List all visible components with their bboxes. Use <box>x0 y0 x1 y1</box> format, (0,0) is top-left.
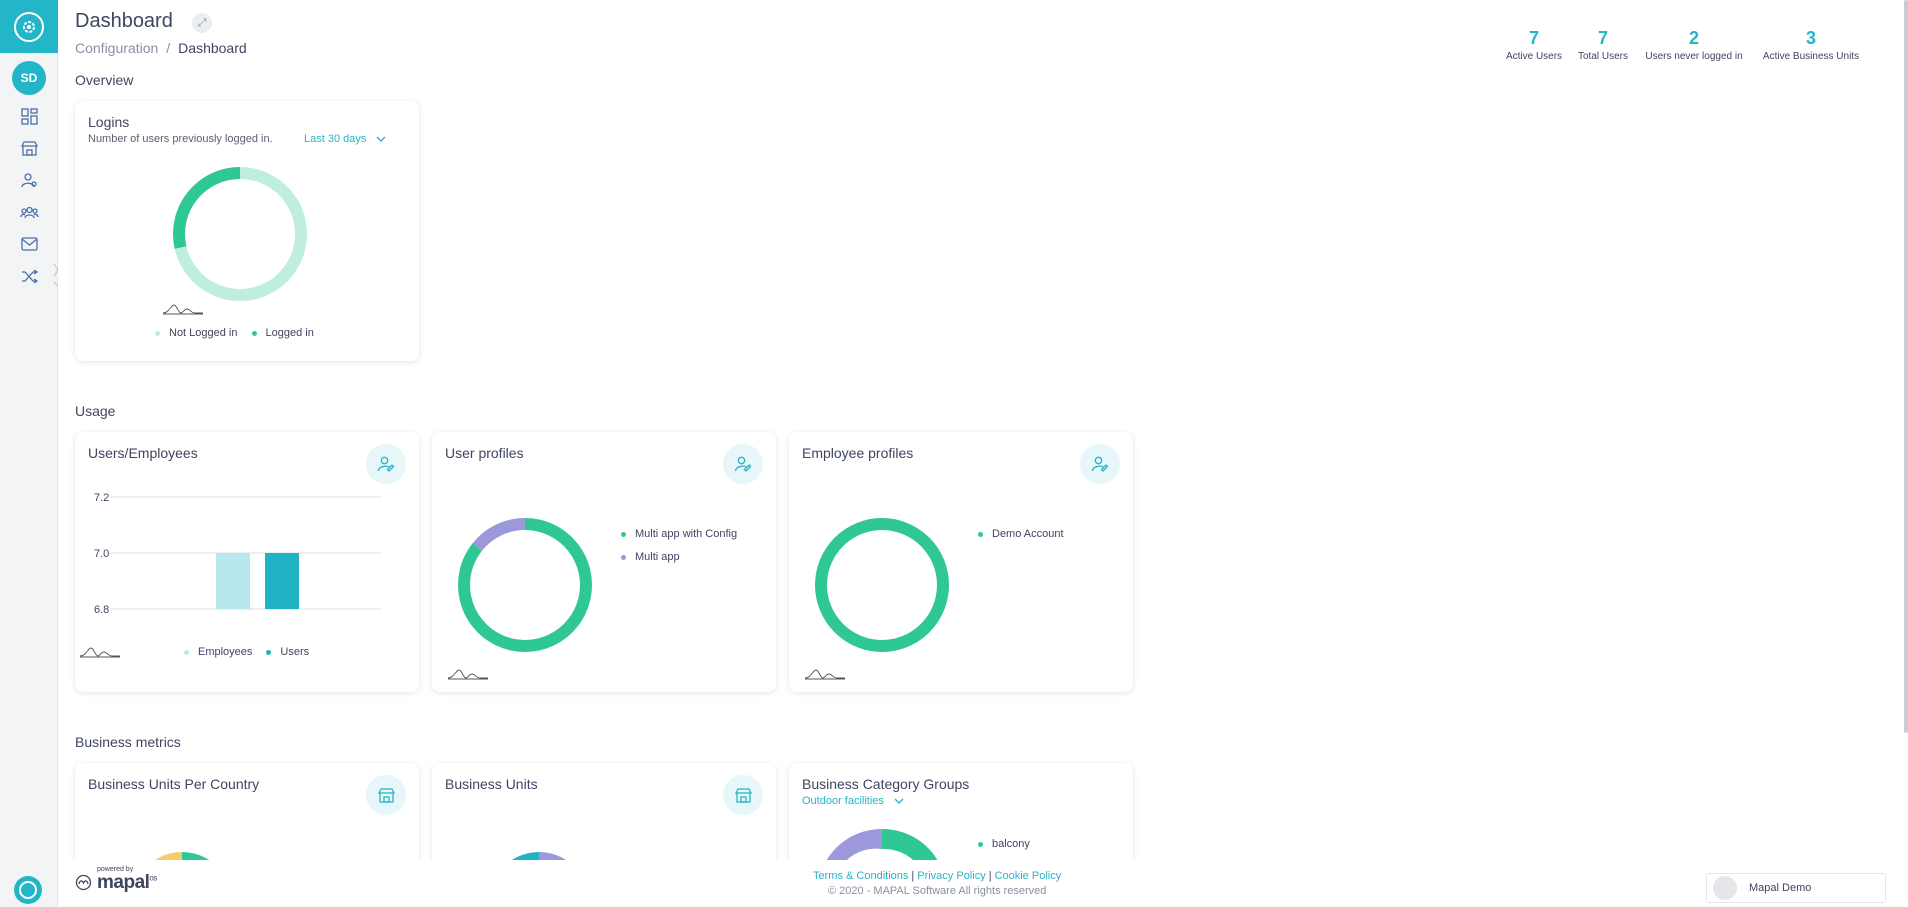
stat-label: Users never logged in <box>1645 51 1743 62</box>
user-edit-icon[interactable] <box>723 444 763 484</box>
cookie-link[interactable]: Cookie Policy <box>994 870 1062 882</box>
powered-by-text: powered by <box>97 866 134 873</box>
bottom-logo-icon[interactable] <box>14 876 42 904</box>
sidebar-collapse-handle[interactable] <box>53 262 59 288</box>
legend-employees: Employees <box>184 646 252 658</box>
chart-sparkle-icon <box>163 304 203 315</box>
user-profiles-legend: Multi app with Config Multi app <box>621 528 737 563</box>
stat-never-logged: 2 Users never logged in <box>1641 27 1747 62</box>
breadcrumb-separator: / <box>166 40 171 56</box>
category-filter-value: Outdoor facilities <box>802 795 884 807</box>
legend-multi-app-config: Multi app with Config <box>621 528 737 540</box>
card-title: Business Category Groups <box>802 776 970 792</box>
account-switcher[interactable]: Mapal Demo <box>1706 873 1886 903</box>
card-title: Business Units <box>445 776 538 792</box>
section-business-metrics: Business metrics <box>75 734 181 750</box>
sidebar: SD <box>0 0 59 907</box>
user-profiles-slice-1[interactable] <box>472 518 525 551</box>
employee-profiles-legend: Demo Account <box>978 528 1064 540</box>
bar-users[interactable] <box>265 553 299 609</box>
shuffle-icon[interactable] <box>18 265 40 287</box>
stat-active-users: 7 Active Users <box>1502 27 1566 62</box>
stat-label: Active Users <box>1505 51 1563 62</box>
employee-profiles-card: Employee profiles Demo Account <box>789 432 1133 692</box>
store-icon[interactable] <box>723 775 763 815</box>
legend-not-logged-in: Not Logged in <box>155 327 238 339</box>
chevron-down-icon <box>894 798 904 804</box>
legend-demo-account: Demo Account <box>978 528 1064 540</box>
users-employees-legend: Employees Users <box>184 646 309 658</box>
stat-value: 7 <box>1528 28 1539 48</box>
breadcrumb-configuration[interactable]: Configuration <box>75 40 159 56</box>
card-subtitle: Number of users previously logged in. <box>88 133 273 145</box>
legend-multi-app: Multi app <box>621 551 737 563</box>
card-title: Business Units Per Country <box>88 776 260 792</box>
brand-name: mapalos <box>97 872 157 893</box>
footer-links: Terms & Conditions | Privacy Policy | Cookie… <box>813 870 1062 882</box>
account-name: Mapal Demo <box>1749 882 1812 894</box>
chart-sparkle-icon <box>805 669 845 680</box>
dashboard-icon[interactable] <box>18 105 40 127</box>
account-avatar <box>1713 876 1737 900</box>
user-edit-icon[interactable] <box>366 444 406 484</box>
logins-slice-1[interactable] <box>173 167 240 249</box>
copyright: © 2020 - MAPAL Software All rights reser… <box>828 885 1047 897</box>
category-groups-donut-chart <box>824 828 938 865</box>
chart-sparkle-icon <box>80 647 120 658</box>
legend-logged-in: Logged in <box>251 327 314 339</box>
user-avatar[interactable]: SD <box>12 61 46 95</box>
stat-value: 3 <box>1805 28 1816 48</box>
card-title: Logins <box>88 114 130 130</box>
store-icon[interactable] <box>18 137 40 159</box>
gear-logo-icon <box>14 11 44 42</box>
period-value: Last 30 days <box>304 133 367 145</box>
users-employees-bar-chart: 7.2 7.0 6.8 <box>94 492 381 616</box>
card-title: Employee profiles <box>802 445 914 461</box>
legend-users: Users <box>266 646 309 658</box>
privacy-link[interactable]: Privacy Policy <box>917 870 986 882</box>
employee-profiles-donut-chart <box>815 518 949 652</box>
store-icon[interactable] <box>366 775 406 815</box>
chevron-down-icon <box>376 136 386 142</box>
logins-legend: Not Logged in Logged in <box>155 327 314 339</box>
user-settings-icon[interactable] <box>18 169 40 191</box>
stat-total-users: 7 Total Users <box>1574 27 1632 62</box>
user-profiles-card: User profiles Multi app with Config Mult… <box>432 432 776 692</box>
y-tick-label: 7.0 <box>94 548 109 560</box>
page-scrollbar[interactable] <box>1904 0 1908 733</box>
user-profiles-donut-chart <box>458 518 592 652</box>
legend-balcony: balcony <box>978 838 1030 850</box>
page-title: Dashboard <box>75 10 173 32</box>
stat-label: Active Business Units <box>1762 51 1860 62</box>
stat-label: Total Users <box>1577 51 1628 62</box>
stat-value: 7 <box>1597 28 1608 48</box>
stat-active-business-units: 3 Active Business Units <box>1758 27 1864 62</box>
expand-icon[interactable]: ⤢ <box>192 13 212 33</box>
user-edit-icon[interactable] <box>1080 444 1120 484</box>
section-overview: Overview <box>75 72 134 88</box>
employee-profiles-slice-0[interactable] <box>815 518 949 652</box>
mail-icon[interactable] <box>18 233 40 255</box>
breadcrumb-dashboard: Dashboard <box>178 40 247 56</box>
chart-sparkle-icon <box>448 669 488 680</box>
mapal-logo-icon <box>75 874 92 891</box>
footer: powered by mapalos Terms & Conditions | Pr… <box>58 860 1908 907</box>
logins-card: Logins Number of users previously logged… <box>75 101 419 361</box>
breadcrumb: Configuration / Dashboard <box>75 40 247 56</box>
card-title: Users/Employees <box>88 445 198 461</box>
card-title: User profiles <box>445 445 524 461</box>
terms-link[interactable]: Terms & Conditions <box>813 870 909 882</box>
period-dropdown[interactable]: Last 30 days <box>304 133 386 145</box>
bar-employees[interactable] <box>216 553 250 609</box>
section-usage: Usage <box>75 403 116 419</box>
stat-value: 2 <box>1688 28 1699 48</box>
logins-donut-chart <box>173 167 307 301</box>
category-groups-legend: balcony <box>978 838 1030 850</box>
y-tick-label: 7.2 <box>94 492 109 504</box>
team-icon[interactable] <box>18 201 40 223</box>
category-filter-dropdown[interactable]: Outdoor facilities <box>802 795 904 807</box>
users-employees-card: Users/Employees 7.2 7.0 6.8 Employees User… <box>75 432 419 692</box>
app-logo[interactable] <box>0 0 58 53</box>
y-tick-label: 6.8 <box>94 604 109 616</box>
